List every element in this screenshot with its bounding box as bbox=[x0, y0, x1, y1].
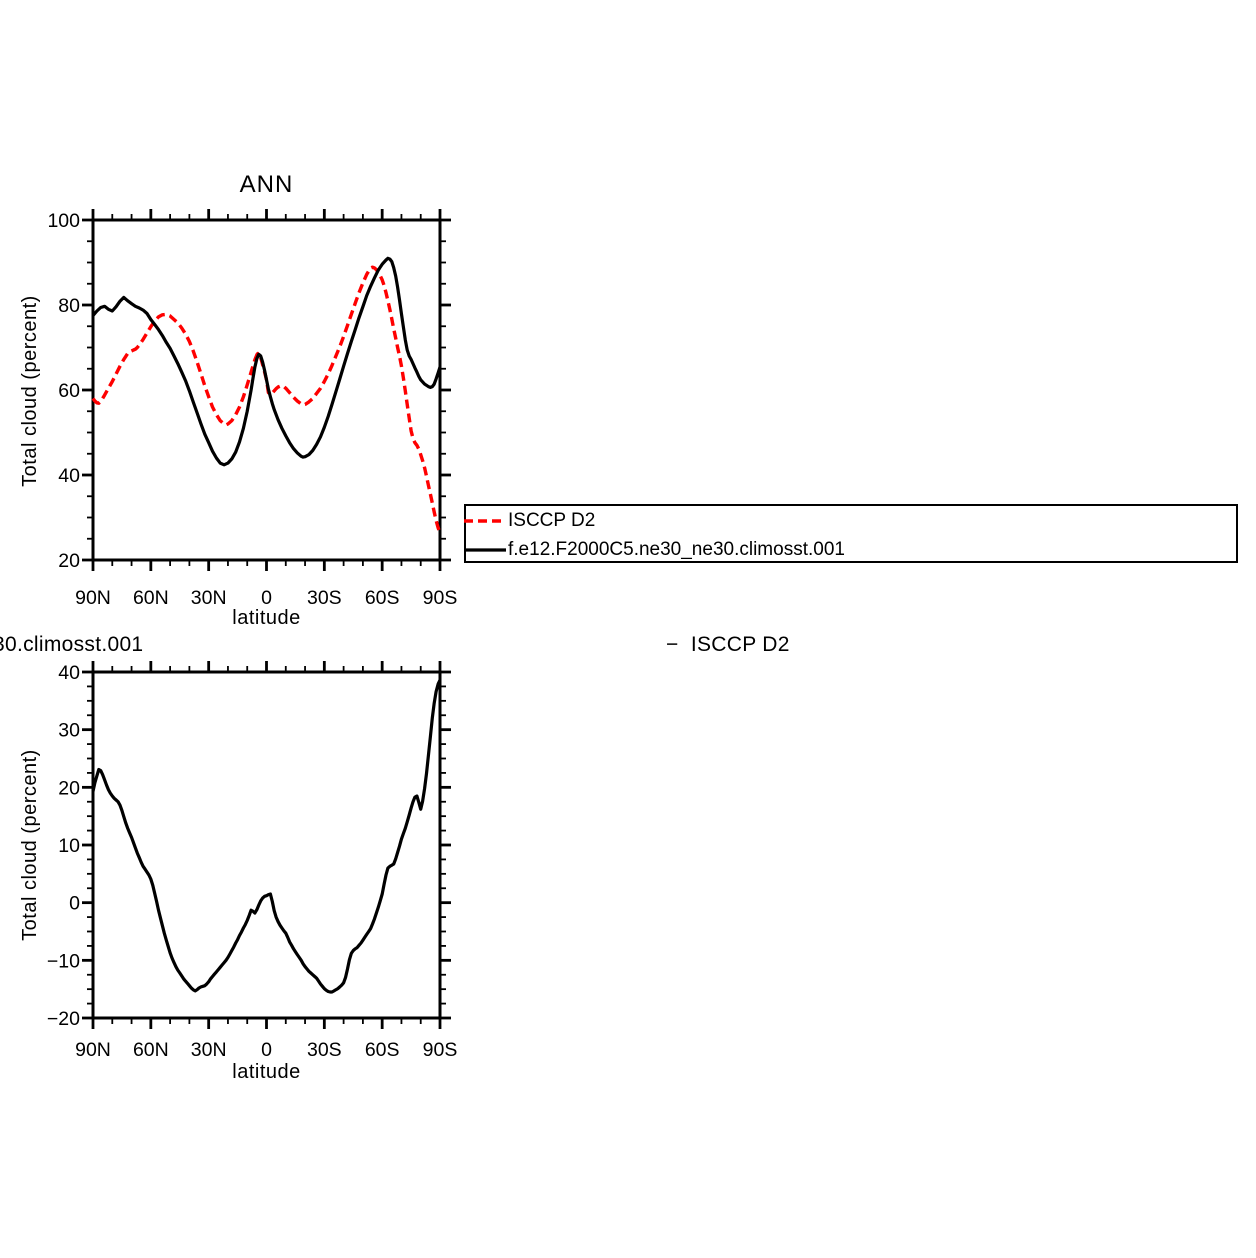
legend-item-isccp: ISCCP D2 bbox=[464, 510, 595, 532]
x-tick-label: 90N bbox=[75, 1039, 111, 1061]
y-tick-label: 40 bbox=[58, 662, 80, 684]
legend-label-model: f.e12.F2000C5.ne30_ne30.climosst.001 bbox=[508, 539, 845, 560]
isccp-d2-line bbox=[91, 265, 441, 531]
x-tick-label: 60S bbox=[365, 587, 400, 609]
x-tick-label: 30S bbox=[307, 1039, 342, 1061]
bottom-chart-y-axis-label: Total cloud (percent) bbox=[19, 749, 41, 941]
plot-frame bbox=[91, 670, 442, 1020]
top-chart-title: ANN bbox=[239, 171, 294, 198]
y-tick-label: 100 bbox=[47, 210, 80, 232]
y-tick-label: 10 bbox=[58, 835, 80, 857]
x-tick-label: 30N bbox=[191, 587, 227, 609]
x-tick-label: 0 bbox=[261, 587, 272, 609]
bottom-chart-left-title: 30.climosst.001 bbox=[0, 633, 144, 656]
x-tick-label: 90N bbox=[75, 587, 111, 609]
x-tick-label: 60N bbox=[133, 1039, 169, 1061]
x-tick-label: 60S bbox=[365, 1039, 400, 1061]
bottom-chart-right-title: − ISCCP D2 bbox=[666, 633, 790, 656]
y-tick-label: 0 bbox=[69, 893, 80, 915]
legend-line-swatch-solid bbox=[464, 548, 506, 552]
legend-label-isccp: ISCCP D2 bbox=[508, 510, 596, 531]
y-tick-label: 80 bbox=[58, 295, 80, 317]
x-tick-label: 90S bbox=[423, 587, 458, 609]
top-chart-x-axis-label: latitude bbox=[232, 607, 301, 629]
y-tick-label: 60 bbox=[58, 380, 80, 402]
bottom-chart-x-axis-label: latitude bbox=[232, 1061, 301, 1083]
y-tick-label: 40 bbox=[58, 465, 80, 487]
difference-line bbox=[91, 679, 442, 994]
x-tick-label: 0 bbox=[261, 1039, 272, 1061]
legend-item-model: f.e12.F2000C5.ne30_ne30.climosst.001 bbox=[464, 539, 845, 561]
y-tick-label: 20 bbox=[58, 777, 80, 799]
x-tick-label: 30S bbox=[307, 587, 342, 609]
top-chart-y-axis-label: Total cloud (percent) bbox=[19, 295, 41, 487]
ann-total-cloud-chart: 90N 60N 30N 0 30S 60S 90S 100 80 60 40 20 bbox=[47, 209, 457, 609]
legend-box: ISCCP D2 f.e12.F2000C5.ne30_ne30.climoss… bbox=[464, 504, 1238, 563]
model-line bbox=[91, 256, 442, 467]
x-tick-label: 60N bbox=[133, 587, 169, 609]
x-tick-label: 30N bbox=[191, 1039, 227, 1061]
legend-line-swatch-dashed bbox=[464, 519, 506, 523]
x-tick-label: 90S bbox=[423, 1039, 458, 1061]
difference-total-cloud-chart: 90N 60N 30N 0 30S 60S 90S 40 30 20 10 0 −10 −20 bbox=[47, 661, 457, 1061]
y-tick-label: 20 bbox=[58, 550, 80, 572]
y-tick-label: −20 bbox=[47, 1008, 80, 1030]
y-tick-label: −10 bbox=[47, 950, 80, 972]
y-tick-label: 30 bbox=[58, 720, 80, 742]
